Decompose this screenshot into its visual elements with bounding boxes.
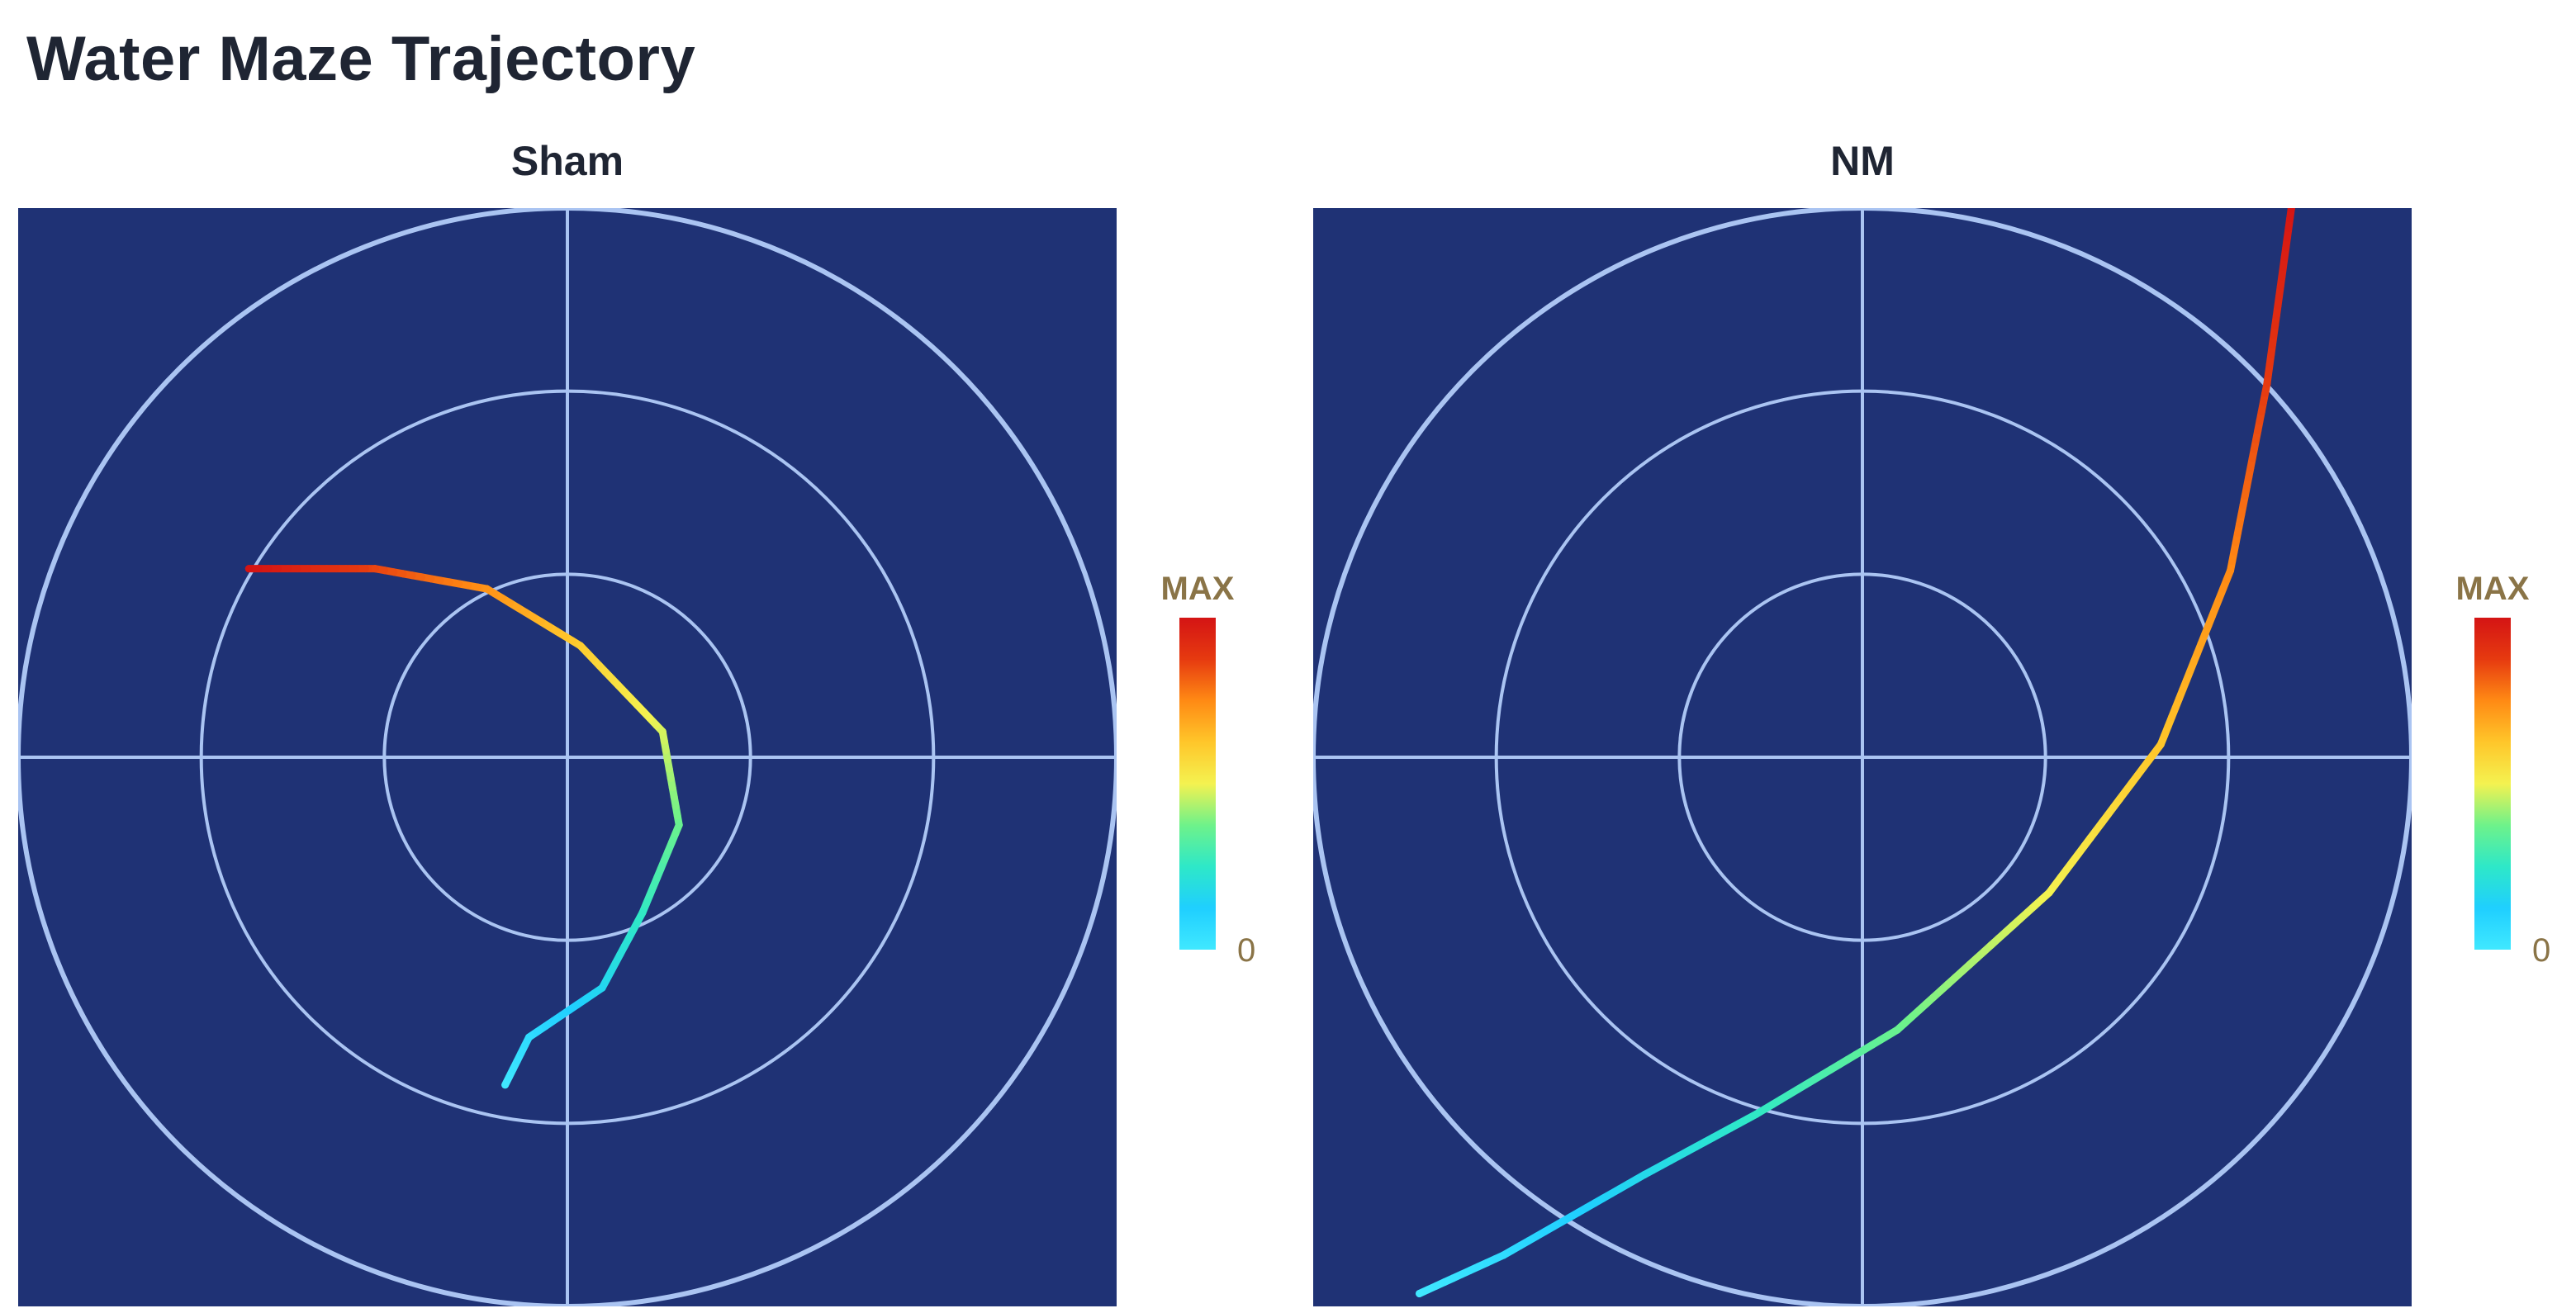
trajectory-point [1894, 1026, 1901, 1034]
colorbar-min-label: 0 [2532, 932, 2550, 969]
panel-nm: MAX 0 [1313, 195, 2550, 1306]
trajectory-point [659, 728, 667, 735]
trajectory-point [1500, 1251, 1507, 1258]
colorbar-max-label: MAX [2456, 571, 2530, 607]
trajectory-point [638, 909, 646, 917]
trajectory-point [2263, 380, 2270, 387]
trajectory-point [1641, 1171, 1649, 1178]
trajectory-point [245, 565, 253, 572]
trajectory-point [2046, 889, 2053, 897]
trajectory-point [2157, 741, 2165, 748]
trajectory-point [1416, 1290, 1423, 1297]
trajectory-segment [2291, 199, 2293, 209]
colorbar-nm [2474, 618, 2511, 950]
trajectory-point [576, 642, 584, 649]
trajectory-point [483, 585, 491, 593]
trajectory-point [372, 565, 379, 572]
colorbar-sham [1179, 618, 1216, 950]
trajectory-point [2227, 566, 2234, 574]
trajectory-point [525, 1034, 533, 1041]
trajectory-point [676, 822, 683, 829]
colorbar-max-label: MAX [1161, 571, 1235, 607]
trajectory-point [501, 1081, 509, 1088]
trajectory-point [2289, 195, 2296, 202]
trajectory-point [599, 984, 606, 992]
trajectory-point [1753, 1111, 1760, 1118]
colorbar-min-label: 0 [1237, 932, 1255, 969]
panel-sham: MAX 0 [18, 208, 1255, 1306]
